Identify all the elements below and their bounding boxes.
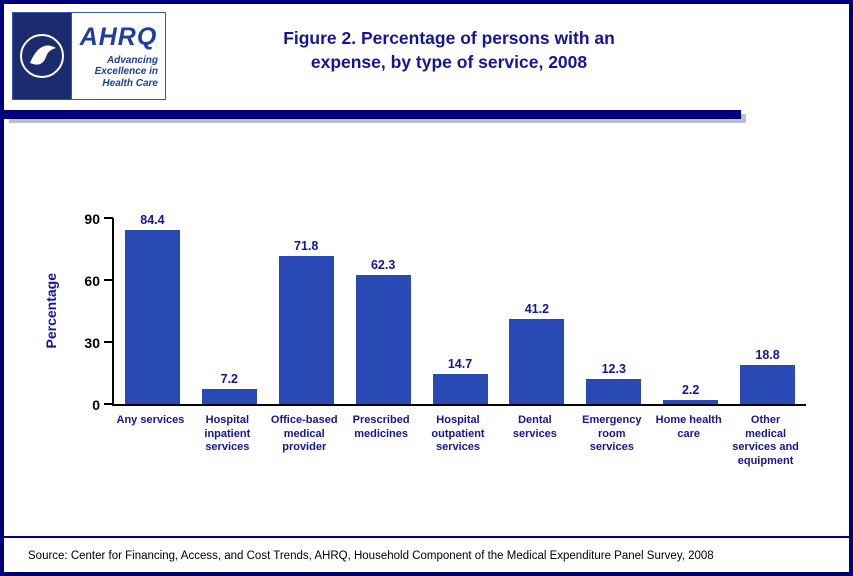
- y-tick: [104, 341, 113, 343]
- bar-wrap: 2.2: [663, 382, 719, 404]
- bar-wrap: 62.3: [355, 258, 411, 404]
- category-label: Home health care: [655, 414, 722, 440]
- bar-column: 14.7: [422, 357, 499, 404]
- y-tick: [104, 403, 113, 405]
- category-label: Office-based medical provider: [270, 414, 338, 453]
- bar-column: 2.2: [652, 382, 729, 404]
- bar-value-label: 2.2: [681, 382, 700, 397]
- bar-value-label: 71.8: [294, 238, 319, 253]
- category-labels: Any services Hospital inpatient services Off…: [112, 414, 804, 468]
- y-tick-label: 60: [84, 273, 100, 289]
- y-tick: [104, 217, 113, 219]
- bar-column: 71.8: [268, 239, 345, 404]
- ahrq-wordmark: AHRQ: [79, 22, 158, 51]
- bar-wrap: 12.3: [586, 361, 642, 404]
- category-label: Prescribed medicines: [352, 414, 410, 440]
- bars: 84.4 7.2 71.8 62.3 14.7 41.2 12.3 2.2 18.8: [114, 213, 806, 404]
- bar-wrap: 84.4: [124, 212, 180, 404]
- tagline-line-3: Health Care: [102, 77, 158, 89]
- bar: [586, 378, 642, 404]
- agency-logo: AHRQ Advancing Excellence in Health Care: [12, 12, 166, 100]
- tagline-line-2: Excellence in: [94, 66, 158, 78]
- bar-column: 84.4: [114, 213, 191, 404]
- footer-divider: [4, 536, 849, 538]
- bar: [278, 255, 334, 404]
- bar-value-label: 18.8: [755, 348, 780, 363]
- bar-value-label: 41.2: [524, 301, 550, 316]
- bar-value-label: 14.7: [447, 356, 473, 371]
- ahrq-tagline: Advancing Excellence in Health Care: [72, 55, 165, 90]
- bar: [201, 389, 257, 404]
- category-label: Hospital inpatient services: [204, 414, 251, 453]
- bar-column: 7.2: [191, 372, 268, 404]
- figure-title-line-2: expense, by type of service, 2008: [310, 52, 588, 72]
- bar-value-label: 12.3: [601, 361, 626, 376]
- bar-wrap: 14.7: [432, 356, 488, 404]
- bar-wrap: 41.2: [509, 301, 565, 404]
- figure-title-line-1: Figure 2. Percentage of persons with an: [283, 28, 615, 48]
- category-label: Hospital outpatient services: [431, 414, 485, 453]
- bar-column: 41.2: [498, 302, 575, 404]
- bar-wrap: 18.8: [740, 348, 796, 404]
- hhs-seal-icon: [20, 34, 64, 78]
- bar-wrap: 71.8: [278, 238, 334, 404]
- category-label: Any services: [116, 414, 185, 426]
- bar-column: 62.3: [345, 258, 422, 404]
- y-tick-label: 0: [92, 397, 100, 413]
- plot-area: 84.4 7.2 71.8 62.3 14.7 41.2 12.3 2.2 18.8 0 30 60…: [84, 211, 806, 413]
- tagline-line-1: Advancing: [106, 54, 158, 66]
- category-label: Dental services: [512, 414, 557, 440]
- header-divider: [4, 110, 741, 119]
- figure-title: Figure 2. Percentage of persons with an …: [49, 26, 849, 74]
- y-tick-label: 90: [84, 211, 100, 227]
- y-tick: [104, 279, 113, 281]
- bar: [124, 229, 180, 404]
- y-axis-title: Percentage: [43, 273, 59, 349]
- bar-chart: Percentage 84.4 7.2 71.8 62.3 14.7 41.2 12.3 2.…: [4, 154, 849, 494]
- hhs-seal: [13, 13, 71, 99]
- bar: [663, 399, 719, 404]
- bar-value-label: 84.4: [140, 212, 165, 227]
- bar-column: 18.8: [729, 348, 806, 404]
- bar: [355, 275, 411, 404]
- source-note: Source: Center for Financing, Access, an…: [28, 550, 714, 562]
- bar-column: 12.3: [575, 362, 652, 404]
- y-tick-label: 30: [84, 335, 100, 351]
- bar: [509, 318, 565, 404]
- bar: [740, 365, 796, 404]
- bar-value-label: 7.2: [220, 372, 239, 387]
- bar: [432, 373, 488, 404]
- category-label: Other medical services and equipment: [732, 414, 799, 467]
- category-label: Emergency room services: [582, 414, 642, 453]
- ahrq-logo: AHRQ Advancing Excellence in Health Care: [71, 13, 165, 99]
- bar-value-label: 62.3: [370, 258, 396, 273]
- bar-wrap: 7.2: [201, 372, 257, 404]
